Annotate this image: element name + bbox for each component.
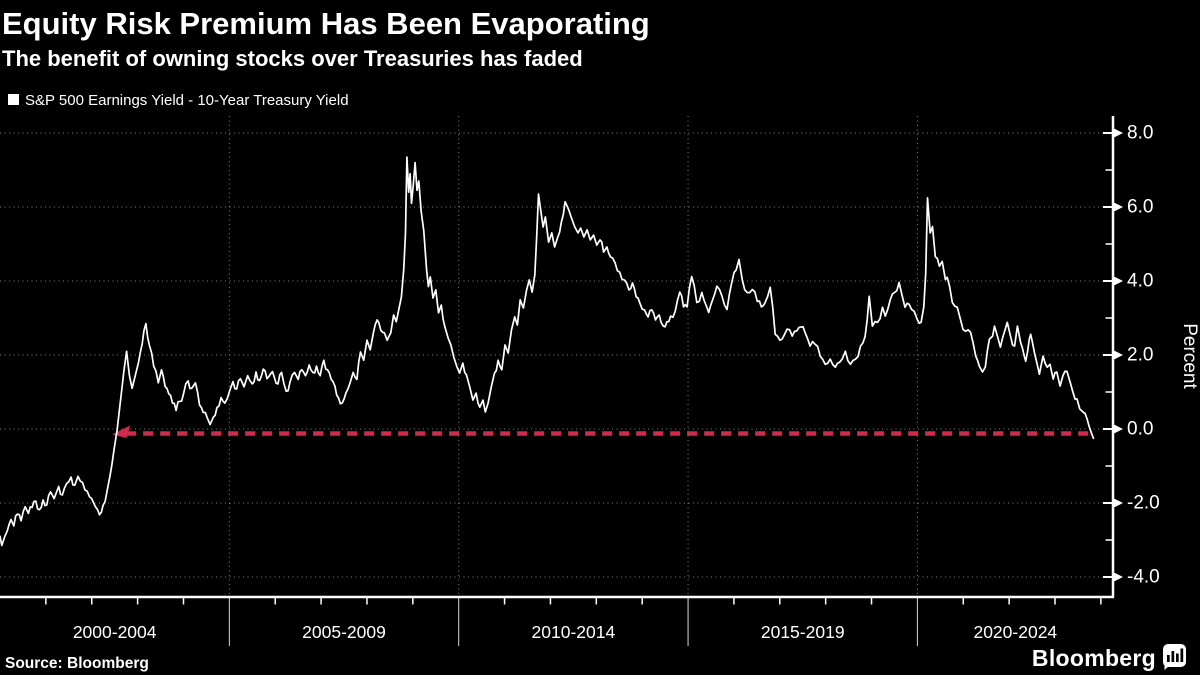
x-period-label: 2000-2004 — [73, 622, 157, 642]
y-tick-label: 8.0 — [1127, 123, 1153, 144]
y-tick-arrow-icon — [1114, 572, 1123, 582]
x-period-label: 2015-2019 — [761, 622, 845, 642]
series-line-layer — [0, 156, 1095, 547]
bloomberg-logo-icon — [1163, 644, 1186, 670]
y-tick-arrow-icon — [1114, 350, 1123, 360]
y-tick-arrow-icon — [1114, 276, 1123, 286]
source-credit: Source: Bloomberg — [5, 655, 149, 672]
gridline-layer — [0, 116, 1113, 597]
y-tick-arrow-icon — [1114, 498, 1123, 508]
y-tick-label: 6.0 — [1127, 197, 1153, 218]
y-tick-label: 2.0 — [1127, 345, 1153, 366]
y-tick-label: -2.0 — [1127, 493, 1160, 514]
x-axis-label-layer: 2000-2004 2005-2009 2010-2014 2015-2019 2020… — [73, 622, 1058, 642]
x-period-label: 2005-2009 — [302, 622, 386, 642]
y-tick-label: 0.0 — [1127, 419, 1153, 440]
legend-marker-square — [8, 94, 19, 105]
chart-subtitle: The benefit of owning stocks over Treasu… — [2, 46, 583, 71]
legend-label: S&P 500 Earnings Yield - 10-Year Treasur… — [25, 92, 349, 109]
y-tick-label: 4.0 — [1127, 271, 1153, 292]
y-tick-arrow-icon — [1114, 128, 1123, 138]
y-tick-arrow-icon — [1114, 424, 1123, 434]
left-arrowhead-icon — [112, 425, 131, 438]
y-tick-arrow-icon — [1114, 202, 1123, 212]
bloomberg-wordmark: Bloomberg — [1032, 645, 1156, 671]
y-tick-label: -4.0 — [1127, 567, 1160, 588]
chart-title: Equity Risk Premium Has Been Evaporating — [2, 6, 650, 41]
x-period-label: 2020-2024 — [973, 622, 1057, 642]
y-tick-label-layer: 8.0 6.0 4.0 2.0 0.0 -2.0 -4.0 — [1127, 123, 1160, 588]
x-period-label: 2010-2014 — [532, 622, 616, 642]
y-axis-title: Percent — [1179, 323, 1200, 389]
annotation-layer — [112, 425, 1093, 438]
series-line — [0, 156, 1095, 547]
axes-layer — [0, 116, 1123, 646]
